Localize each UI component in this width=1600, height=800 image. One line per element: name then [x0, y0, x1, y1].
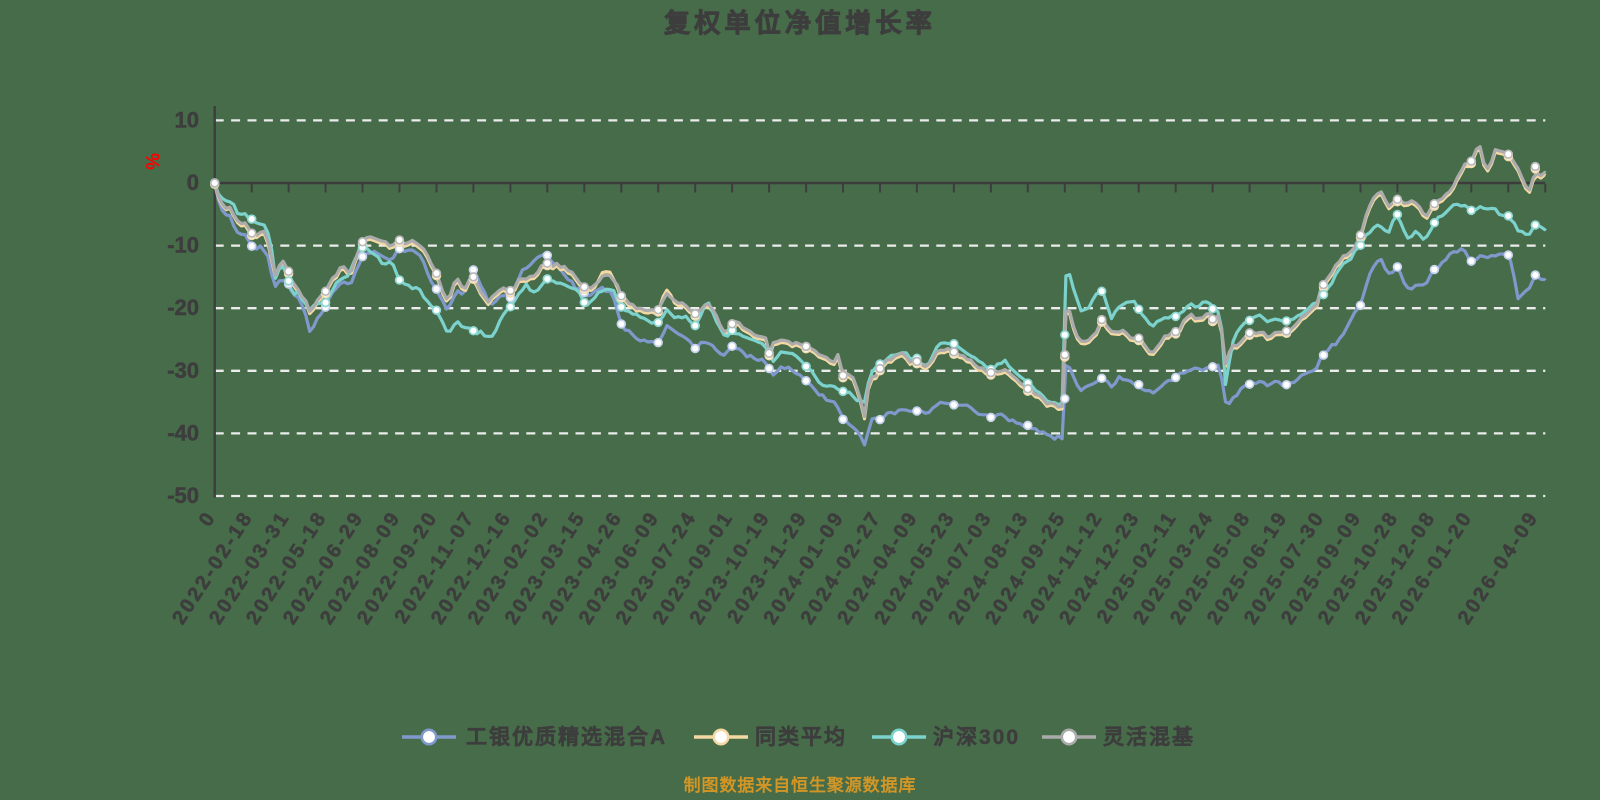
svg-text:工银优质精选混合A: 工银优质精选混合A	[466, 725, 667, 749]
svg-text:%: %	[141, 153, 162, 170]
svg-text:10: 10	[175, 107, 199, 132]
svg-text:复权单位净值增长率: 复权单位净值增长率	[664, 8, 936, 38]
svg-text:制图数据来自恒生聚源数据库: 制图数据来自恒生聚源数据库	[684, 775, 917, 795]
svg-text:0: 0	[187, 170, 199, 195]
svg-text:-20: -20	[167, 295, 199, 320]
svg-text:沪深300: 沪深300	[933, 725, 1020, 749]
svg-text:-40: -40	[167, 420, 199, 445]
svg-text:同类平均: 同类平均	[755, 725, 847, 749]
svg-text:-30: -30	[167, 358, 199, 383]
svg-text:-10: -10	[167, 233, 199, 258]
svg-text:灵活混基: 灵活混基	[1103, 726, 1195, 749]
svg-text:-50: -50	[167, 483, 199, 508]
